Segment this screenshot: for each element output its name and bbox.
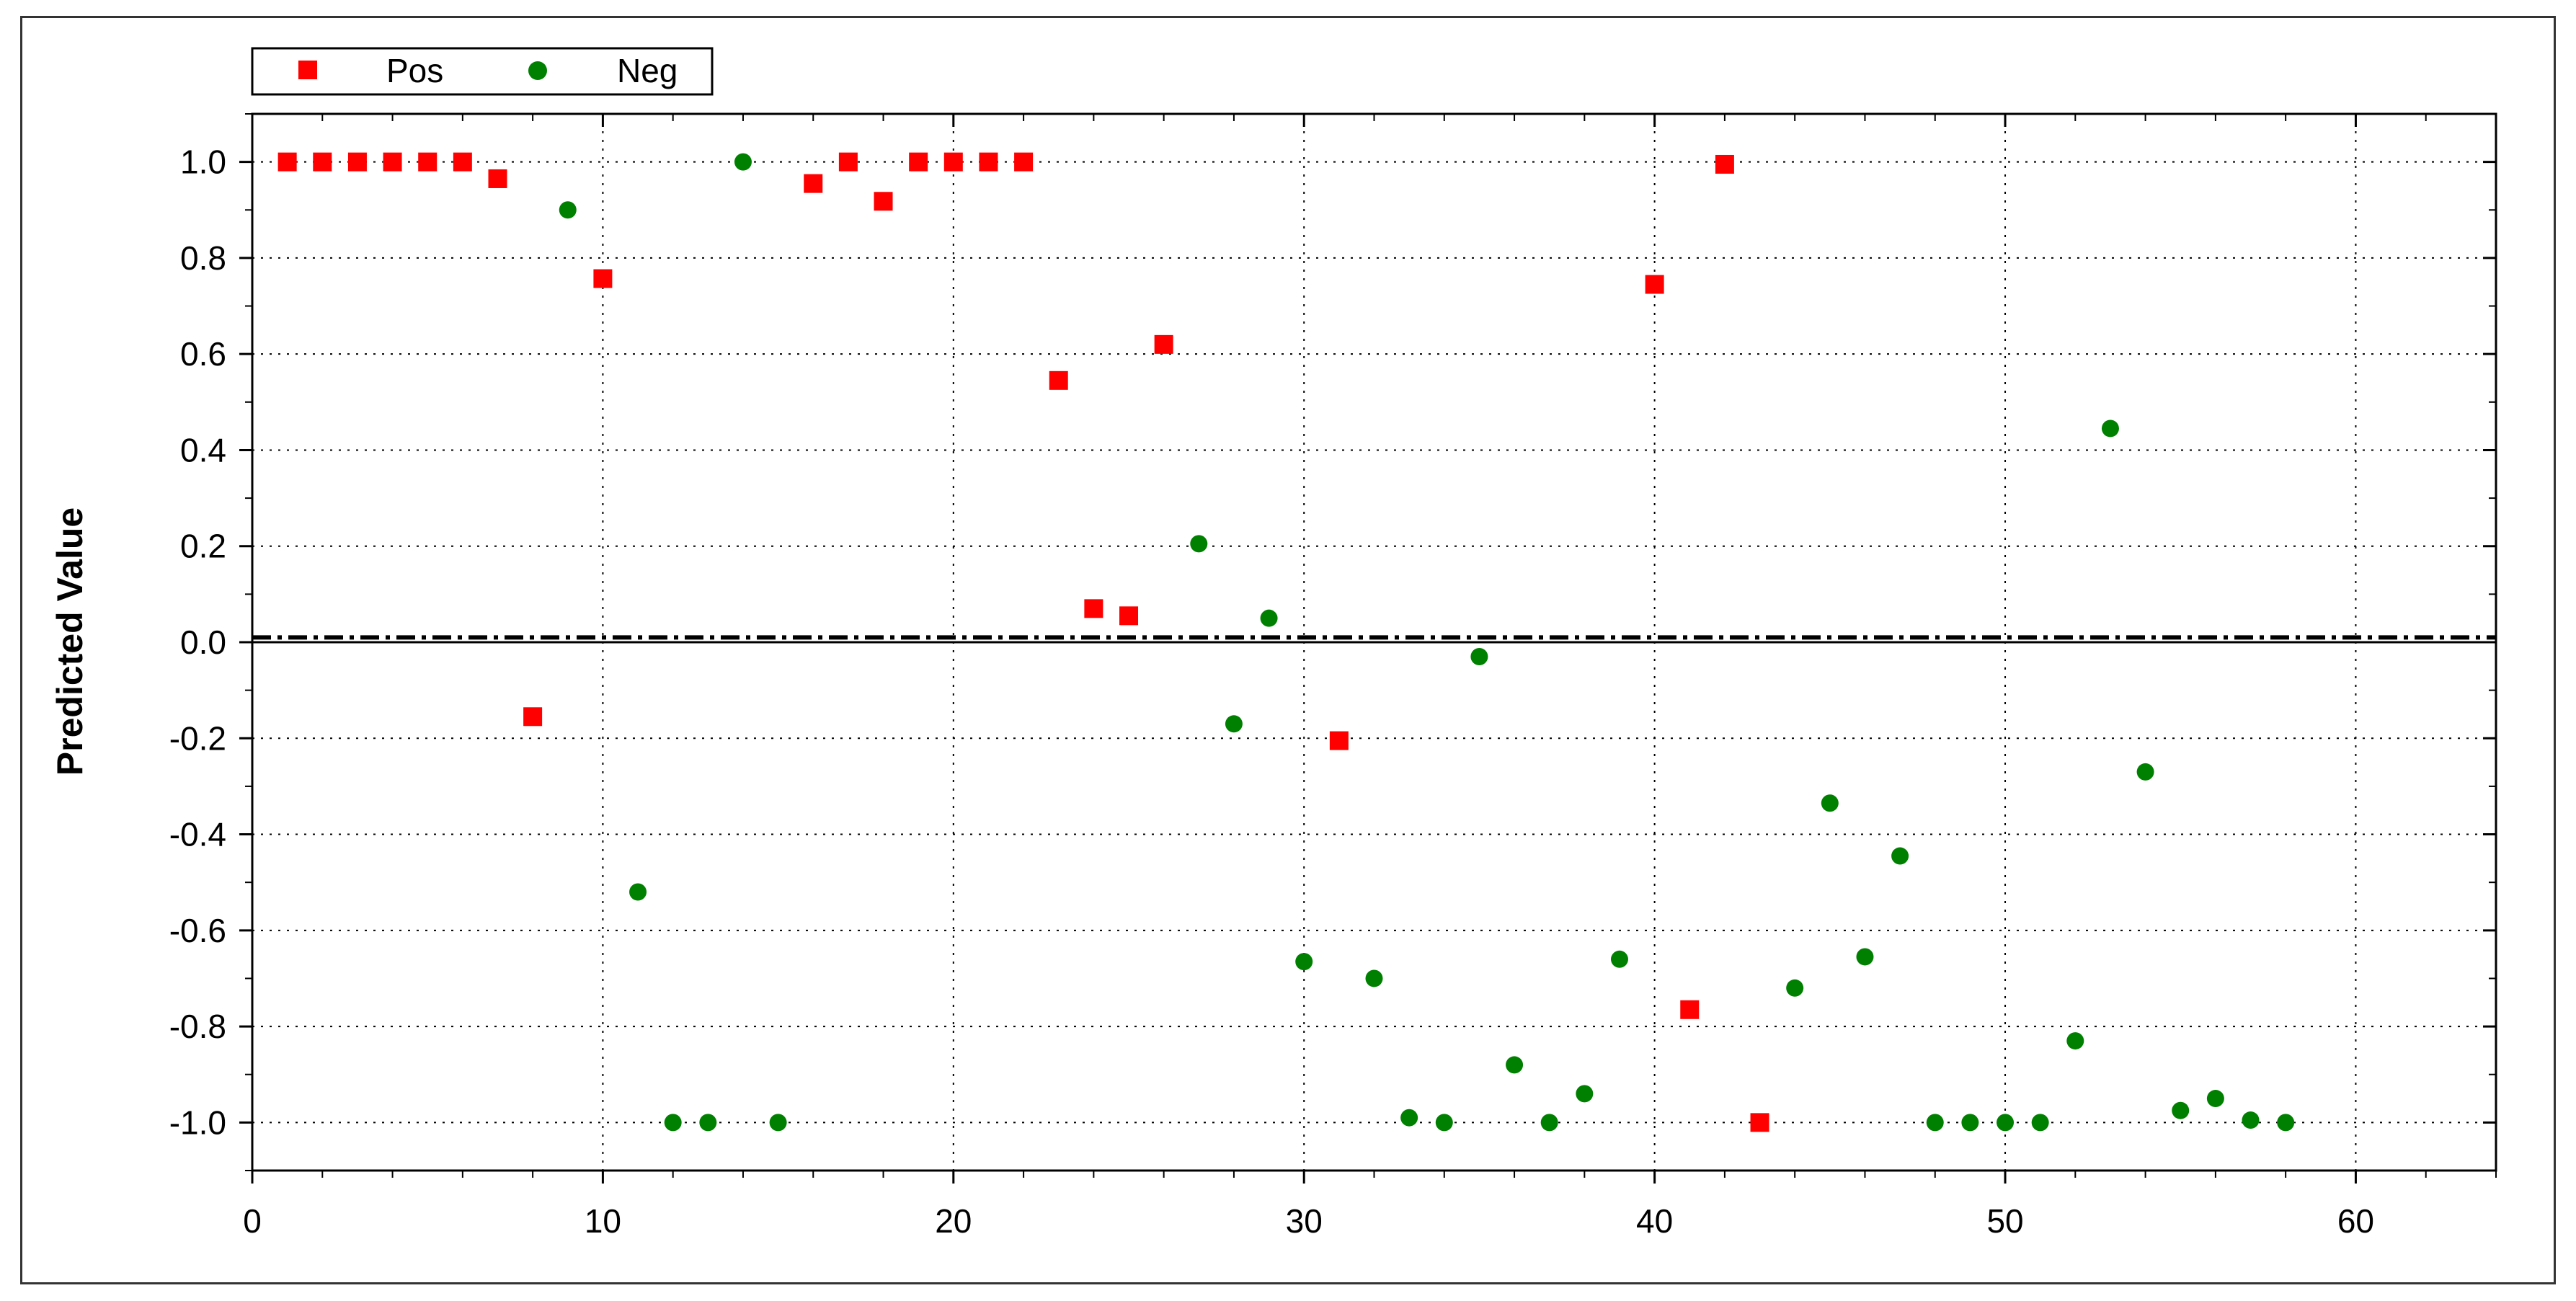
neg-point [629, 883, 647, 901]
pos-point [523, 707, 543, 727]
y-tick-label: -0.8 [169, 1008, 226, 1045]
threshold-line-group [252, 635, 2496, 644]
pos-point [1680, 1000, 1700, 1019]
pos-point [453, 152, 472, 172]
y-tick-label: -0.6 [169, 912, 226, 949]
neg-point [1365, 969, 1383, 987]
pos-point [909, 152, 928, 172]
neg-point [2172, 1101, 2190, 1119]
x-tick-label: 30 [1286, 1202, 1323, 1240]
y-tick-label: 0.4 [180, 431, 226, 469]
neg-point [1295, 953, 1313, 971]
pos-point [874, 192, 893, 211]
pos-point [1084, 599, 1103, 618]
pos-point [383, 152, 402, 172]
y-axis-title: Predicted Value [50, 507, 90, 776]
legend-box [251, 47, 714, 96]
pos-point [1119, 606, 1139, 626]
pos-point [1329, 731, 1349, 750]
pos-point [838, 152, 858, 172]
pos-point [943, 152, 963, 172]
neg-point [559, 201, 577, 219]
x-tick-label: 10 [585, 1202, 621, 1240]
neg-point [1576, 1085, 1594, 1103]
pos-point [313, 152, 332, 172]
y-tick-label: -0.4 [169, 816, 226, 853]
neg-point [1435, 1114, 1453, 1132]
neg-point [2066, 1032, 2084, 1050]
neg-point [1506, 1056, 1524, 1074]
legend-pos-label: Pos [386, 52, 443, 89]
pos-point [804, 174, 823, 193]
neg-point [1225, 715, 1243, 733]
legend-neg-marker [528, 61, 547, 80]
pos-point [1715, 154, 1734, 174]
pos-point [1014, 152, 1034, 172]
pos-point [979, 152, 998, 172]
data-points [277, 152, 2295, 1132]
y-tick-label: 0.6 [180, 335, 226, 373]
y-tick-label: -1.0 [169, 1104, 226, 1141]
axes: 1.0 0.8 0.6 0.4 0.2 0.0 -0.2 -0.4 -0.6 -0.8 -1.0 0 1… [169, 112, 2497, 1240]
pos-point [1645, 275, 1664, 294]
neg-point [1856, 948, 1874, 966]
neg-point [1786, 979, 1804, 997]
pos-point [1154, 334, 1173, 354]
neg-point [1961, 1114, 1979, 1132]
y-tick-label: 1.0 [180, 143, 226, 181]
x-tick-label: 40 [1636, 1202, 1673, 1240]
neg-point [2206, 1090, 2224, 1108]
x-tick-label: 60 [2337, 1202, 2374, 1240]
neg-point [1470, 647, 1488, 665]
neg-point [2101, 419, 2119, 438]
neg-point [1997, 1114, 2015, 1132]
neg-point [2136, 763, 2154, 781]
neg-point [699, 1114, 717, 1132]
neg-point [1190, 535, 1208, 553]
neg-point [1926, 1114, 1944, 1132]
legend-pos-marker [298, 61, 317, 79]
neg-point [1610, 950, 1628, 968]
pos-point [488, 169, 507, 188]
chart-frame [20, 16, 2556, 1284]
neg-point [769, 1114, 787, 1132]
neg-point [734, 153, 752, 171]
x-tick-label: 0 [243, 1202, 262, 1240]
y-tick-label: 0.2 [180, 528, 226, 565]
neg-point [664, 1114, 682, 1132]
y-tick-label: 0.8 [180, 239, 226, 277]
neg-point [1891, 847, 1909, 865]
pos-point [1049, 370, 1068, 390]
neg-point [2031, 1114, 2049, 1132]
pos-point [593, 269, 613, 288]
neg-point [2242, 1111, 2260, 1129]
legend-neg-label: Neg [617, 52, 678, 89]
neg-point [1260, 609, 1278, 627]
pos-point [1750, 1113, 1769, 1132]
legend: Pos Neg [251, 47, 714, 96]
pos-point [418, 152, 438, 172]
neg-point [1821, 794, 1839, 812]
x-tick-label: 50 [1986, 1202, 2023, 1240]
x-tick-label: 20 [935, 1202, 972, 1240]
y-tick-label: -0.2 [169, 719, 226, 757]
pos-point [347, 152, 367, 172]
neg-point [1400, 1109, 1418, 1127]
y-tick-label: 0.0 [180, 623, 226, 661]
neg-point [1540, 1114, 1558, 1132]
pos-point [277, 152, 297, 172]
neg-point [2277, 1114, 2295, 1132]
